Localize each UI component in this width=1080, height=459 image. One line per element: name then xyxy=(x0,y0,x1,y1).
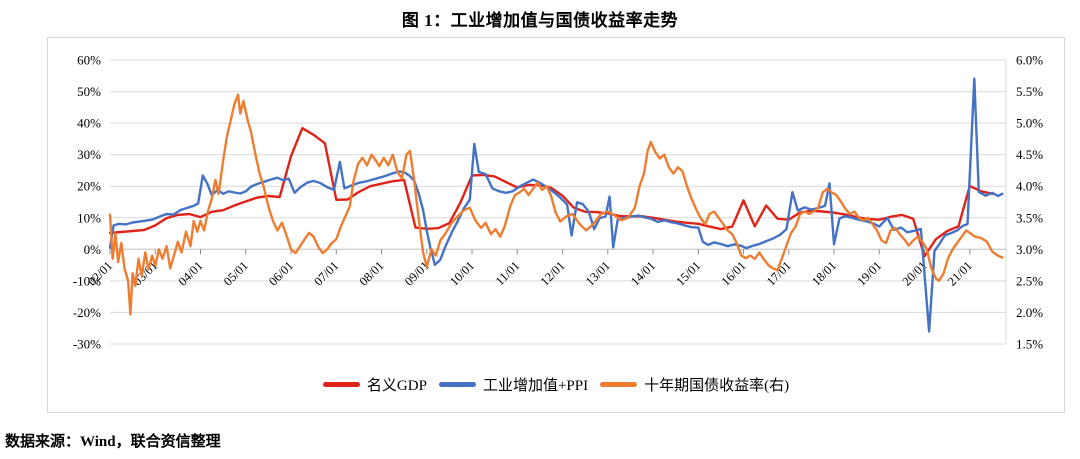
svg-text:16/01: 16/01 xyxy=(719,259,749,289)
svg-text:4.0%: 4.0% xyxy=(1016,179,1043,194)
svg-text:-30%: -30% xyxy=(73,337,101,352)
svg-text:12/01: 12/01 xyxy=(538,259,568,289)
svg-text:0%: 0% xyxy=(84,242,102,257)
figure-title: 图 1：工业增加值与国债收益率走势 xyxy=(401,11,679,30)
svg-text:10%: 10% xyxy=(77,210,101,225)
svg-text:06/01: 06/01 xyxy=(266,259,296,289)
svg-text:3.0%: 3.0% xyxy=(1016,242,1043,257)
legend-swatch-gdp xyxy=(322,382,360,387)
legend-item-bond-yield: 十年期国债收益率(右) xyxy=(600,374,789,395)
svg-text:60%: 60% xyxy=(77,53,101,68)
svg-text:21/01: 21/01 xyxy=(945,259,975,289)
svg-text:6.0%: 6.0% xyxy=(1016,53,1043,68)
legend-label-gdp: 名义GDP xyxy=(366,378,427,394)
legend-swatch-ip-ppi xyxy=(438,382,476,387)
svg-text:4.5%: 4.5% xyxy=(1016,147,1043,162)
svg-text:30%: 30% xyxy=(77,147,101,162)
legend-swatch-bond-yield xyxy=(600,382,638,387)
svg-text:15/01: 15/01 xyxy=(673,259,703,289)
svg-text:2.0%: 2.0% xyxy=(1016,305,1043,320)
svg-text:18/01: 18/01 xyxy=(809,259,839,289)
svg-text:17/01: 17/01 xyxy=(764,259,794,289)
svg-text:2.5%: 2.5% xyxy=(1016,273,1043,288)
svg-text:20%: 20% xyxy=(77,179,101,194)
svg-text:1.5%: 1.5% xyxy=(1016,337,1043,352)
svg-text:14/01: 14/01 xyxy=(628,259,658,289)
svg-text:3.5%: 3.5% xyxy=(1016,210,1043,225)
legend-item-ip-ppi: 工业增加值+PPI xyxy=(438,374,589,395)
legend-label-bond-yield: 十年期国债收益率(右) xyxy=(644,378,790,394)
svg-text:08/01: 08/01 xyxy=(357,259,387,289)
svg-text:07/01: 07/01 xyxy=(311,259,341,289)
source-note: 数据来源：Wind，联合资信整理 xyxy=(5,434,221,450)
legend-label-ip-ppi: 工业增加值+PPI xyxy=(482,378,589,394)
svg-text:40%: 40% xyxy=(77,116,101,131)
svg-text:19/01: 19/01 xyxy=(854,259,884,289)
legend-item-gdp: 名义GDP xyxy=(322,374,427,395)
svg-text:05/01: 05/01 xyxy=(221,259,251,289)
svg-text:-20%: -20% xyxy=(73,305,101,320)
svg-text:10/01: 10/01 xyxy=(447,259,477,289)
svg-text:5.0%: 5.0% xyxy=(1016,116,1043,131)
svg-text:04/01: 04/01 xyxy=(176,259,206,289)
svg-text:11/01: 11/01 xyxy=(493,259,523,289)
svg-text:5.5%: 5.5% xyxy=(1016,84,1043,99)
chart-frame: 60% 6.0% 50% 5.5% 40% 5.0% 30% 4.5% 20% 4.0% 10% 3.… xyxy=(47,37,1065,413)
svg-text:13/01: 13/01 xyxy=(583,259,613,289)
legend: 名义GDP 工业增加值+PPI 十年期国债收益率(右) xyxy=(48,374,1064,395)
chart-canvas: 60% 6.0% 50% 5.5% 40% 5.0% 30% 4.5% 20% 4.0% 10% 3.… xyxy=(73,53,1043,352)
svg-text:50%: 50% xyxy=(77,84,101,99)
svg-text:-10%: -10% xyxy=(73,273,101,288)
